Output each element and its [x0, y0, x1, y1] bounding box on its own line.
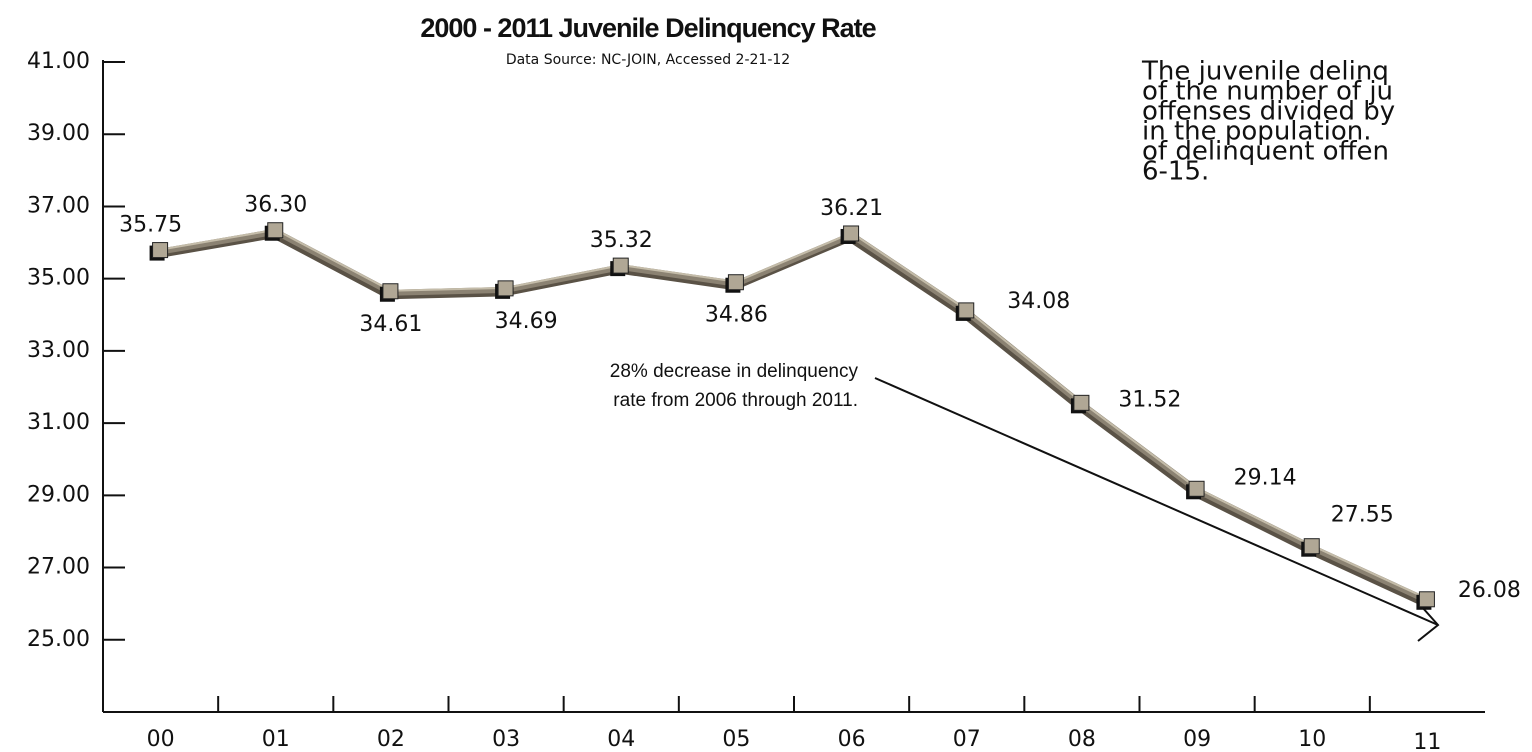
marker	[1073, 394, 1090, 411]
marker	[958, 302, 975, 319]
value-label: 27.55	[1331, 503, 1394, 528]
arrow-head	[1417, 606, 1440, 642]
line-highlight	[160, 228, 1428, 600]
marker	[843, 225, 860, 242]
y-tick-label: 33.00	[27, 338, 90, 363]
y-tick-label: 41.00	[27, 49, 90, 74]
marker	[612, 257, 629, 274]
marker	[382, 283, 399, 300]
note-text: The juvenile delinq	[1141, 57, 1389, 87]
annotation: 28% decrease in delinquency	[610, 361, 859, 382]
value-label: 36.21	[820, 196, 883, 221]
x-tick-label: 11	[1413, 730, 1441, 752]
value-label: 34.08	[1007, 289, 1070, 314]
value-label: 36.30	[244, 193, 307, 218]
x-tick-label: 09	[1183, 727, 1211, 752]
x-tick-label: 02	[377, 727, 405, 752]
line-shadow	[157, 231, 1427, 607]
y-tick-label: 35.00	[27, 266, 90, 291]
y-tick-label: 27.00	[27, 555, 90, 580]
x-tick-label: 10	[1298, 727, 1326, 752]
value-label: 35.32	[590, 228, 653, 253]
note-text: offenses divided by	[1142, 97, 1395, 127]
y-tick-label: 39.00	[27, 121, 90, 146]
note-text: in the population.	[1142, 117, 1372, 147]
x-tick-label: 05	[722, 727, 750, 752]
marker	[1188, 480, 1205, 497]
annotation: rate from 2006 through 2011.	[613, 390, 858, 411]
y-tick-label: 25.00	[27, 627, 90, 652]
x-tick-label: 07	[953, 727, 981, 752]
y-tick-label: 31.00	[27, 410, 90, 435]
marker	[1418, 591, 1435, 608]
value-label: 31.52	[1118, 387, 1181, 412]
note-text: 6-15.	[1142, 157, 1209, 187]
y-tick-label: 37.00	[27, 193, 90, 218]
value-label: 26.08	[1458, 578, 1521, 603]
arrow	[874, 377, 1439, 626]
chart-title: 2000 - 2011 Juvenile Delinquency Rate	[420, 13, 876, 43]
y-tick-label: 29.00	[27, 482, 90, 507]
x-tick-label: 06	[838, 727, 866, 752]
marker	[727, 274, 744, 291]
note-text: of the number of ju	[1142, 77, 1393, 107]
value-label: 34.69	[495, 309, 558, 334]
x-tick-label: 01	[262, 727, 290, 752]
marker	[267, 222, 284, 239]
x-tick-label: 00	[147, 727, 175, 752]
marker	[1303, 538, 1320, 555]
marker	[497, 280, 514, 297]
value-label: 34.61	[359, 312, 422, 337]
note-text: of delinquent offen	[1142, 137, 1389, 167]
value-label: 34.86	[705, 303, 768, 328]
x-tick-label: 04	[607, 727, 635, 752]
chart-subtitle: Data Source: NC-JOIN, Accessed 2-21-12	[506, 52, 790, 68]
x-tick-label: 03	[492, 727, 520, 752]
x-tick-label: 08	[1068, 727, 1096, 752]
value-label: 35.75	[119, 213, 182, 238]
marker	[152, 242, 169, 259]
value-label: 29.14	[1234, 465, 1297, 490]
line	[160, 228, 1429, 604]
